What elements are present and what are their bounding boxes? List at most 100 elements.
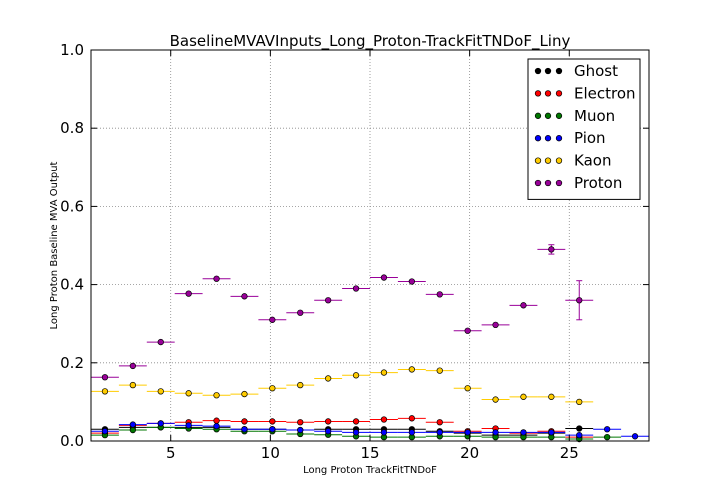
data-point <box>213 422 220 430</box>
data-point <box>297 381 304 389</box>
legend-label: Electron <box>574 84 636 102</box>
data-point <box>548 393 555 400</box>
legend-marker <box>555 135 563 142</box>
data-point <box>604 433 611 441</box>
data-point <box>269 418 276 425</box>
data-point <box>101 374 109 381</box>
data-point <box>520 393 527 400</box>
data-point <box>548 429 555 436</box>
legend-label: Ghost <box>574 62 618 80</box>
legend-marker <box>544 135 552 142</box>
data-point <box>548 246 555 253</box>
legend-marker <box>555 90 563 97</box>
legend-marker <box>544 112 552 119</box>
series-proton <box>91 244 594 381</box>
data-point <box>408 415 416 422</box>
data-point <box>157 338 164 346</box>
data-point <box>241 418 248 425</box>
data-point <box>297 426 304 434</box>
data-point <box>269 316 276 323</box>
data-layer <box>91 244 649 443</box>
legend-box <box>527 58 641 200</box>
y-tick-label: 0.6 <box>60 197 84 215</box>
data-point <box>213 275 220 282</box>
data-point <box>492 429 499 436</box>
data-point <box>408 429 416 436</box>
data-point <box>325 428 332 435</box>
data-point <box>185 390 192 397</box>
data-point <box>576 297 583 304</box>
data-point <box>129 426 137 434</box>
data-point <box>631 433 639 440</box>
legend-marker <box>534 157 542 164</box>
data-point <box>297 419 304 426</box>
data-point <box>464 327 471 334</box>
data-point <box>297 309 304 316</box>
data-point <box>380 429 388 436</box>
x-tick-label: 20 <box>460 444 479 462</box>
x-tick-label: 25 <box>560 444 579 462</box>
data-point <box>352 429 360 436</box>
data-point <box>408 366 416 373</box>
data-point <box>325 297 332 304</box>
data-point <box>520 429 527 436</box>
legend-marker <box>544 157 552 164</box>
data-point <box>464 429 471 436</box>
data-point <box>576 398 583 406</box>
legend-marker <box>534 135 542 142</box>
data-point <box>213 417 220 424</box>
legend-marker <box>555 112 563 119</box>
legend-marker <box>555 157 563 164</box>
x-tick-label: 5 <box>166 444 176 462</box>
data-point <box>269 426 276 433</box>
legend-marker <box>544 179 552 187</box>
legend-marker <box>555 179 563 187</box>
data-point <box>576 425 583 432</box>
data-point <box>269 385 276 392</box>
data-point <box>325 418 332 425</box>
data-point <box>436 367 443 374</box>
legend: Ghost Electron Muon Pion Kaon Proton <box>527 58 641 200</box>
legend-marker <box>534 67 542 75</box>
data-point <box>408 278 416 285</box>
data-point <box>380 274 388 281</box>
x-axis-label: Long Proton TrackFitTNDoF <box>303 465 437 476</box>
data-point <box>436 419 443 426</box>
legend-marker <box>544 90 552 97</box>
y-tick-label: 0.2 <box>60 354 84 372</box>
y-tick-label: 1.0 <box>60 41 84 59</box>
data-point <box>436 291 443 298</box>
legend-label: Kaon <box>574 152 611 170</box>
data-point <box>352 418 360 425</box>
legend-marker <box>534 112 542 119</box>
data-point <box>492 396 499 403</box>
data-point <box>464 385 471 392</box>
data-point <box>352 285 360 292</box>
data-point <box>380 369 388 376</box>
data-point <box>352 372 360 379</box>
y-tick-label: 0.0 <box>60 432 84 450</box>
x-tick-label: 10 <box>261 444 280 462</box>
legend-label: Proton <box>574 174 622 192</box>
data-point <box>129 362 137 370</box>
legend-label: Muon <box>574 107 615 125</box>
data-point <box>213 392 220 399</box>
data-point <box>101 428 109 435</box>
legend-marker <box>555 67 563 75</box>
data-point <box>129 381 137 389</box>
data-point <box>436 429 443 436</box>
data-point <box>380 416 388 423</box>
data-point <box>241 426 248 433</box>
data-point <box>520 302 527 309</box>
legend-marker <box>534 90 542 97</box>
legend-marker <box>534 179 542 187</box>
data-point <box>241 293 248 300</box>
series-pion <box>91 420 649 440</box>
data-point <box>576 431 583 439</box>
legend-label: Pion <box>574 129 606 147</box>
data-point <box>101 388 109 395</box>
y-tick-label: 0.4 <box>60 276 84 294</box>
data-point <box>492 321 499 329</box>
axis-ticks: 5 10 15 20 25 0.0 0.2 0.4 0.6 0.8 1.0 <box>60 41 649 462</box>
